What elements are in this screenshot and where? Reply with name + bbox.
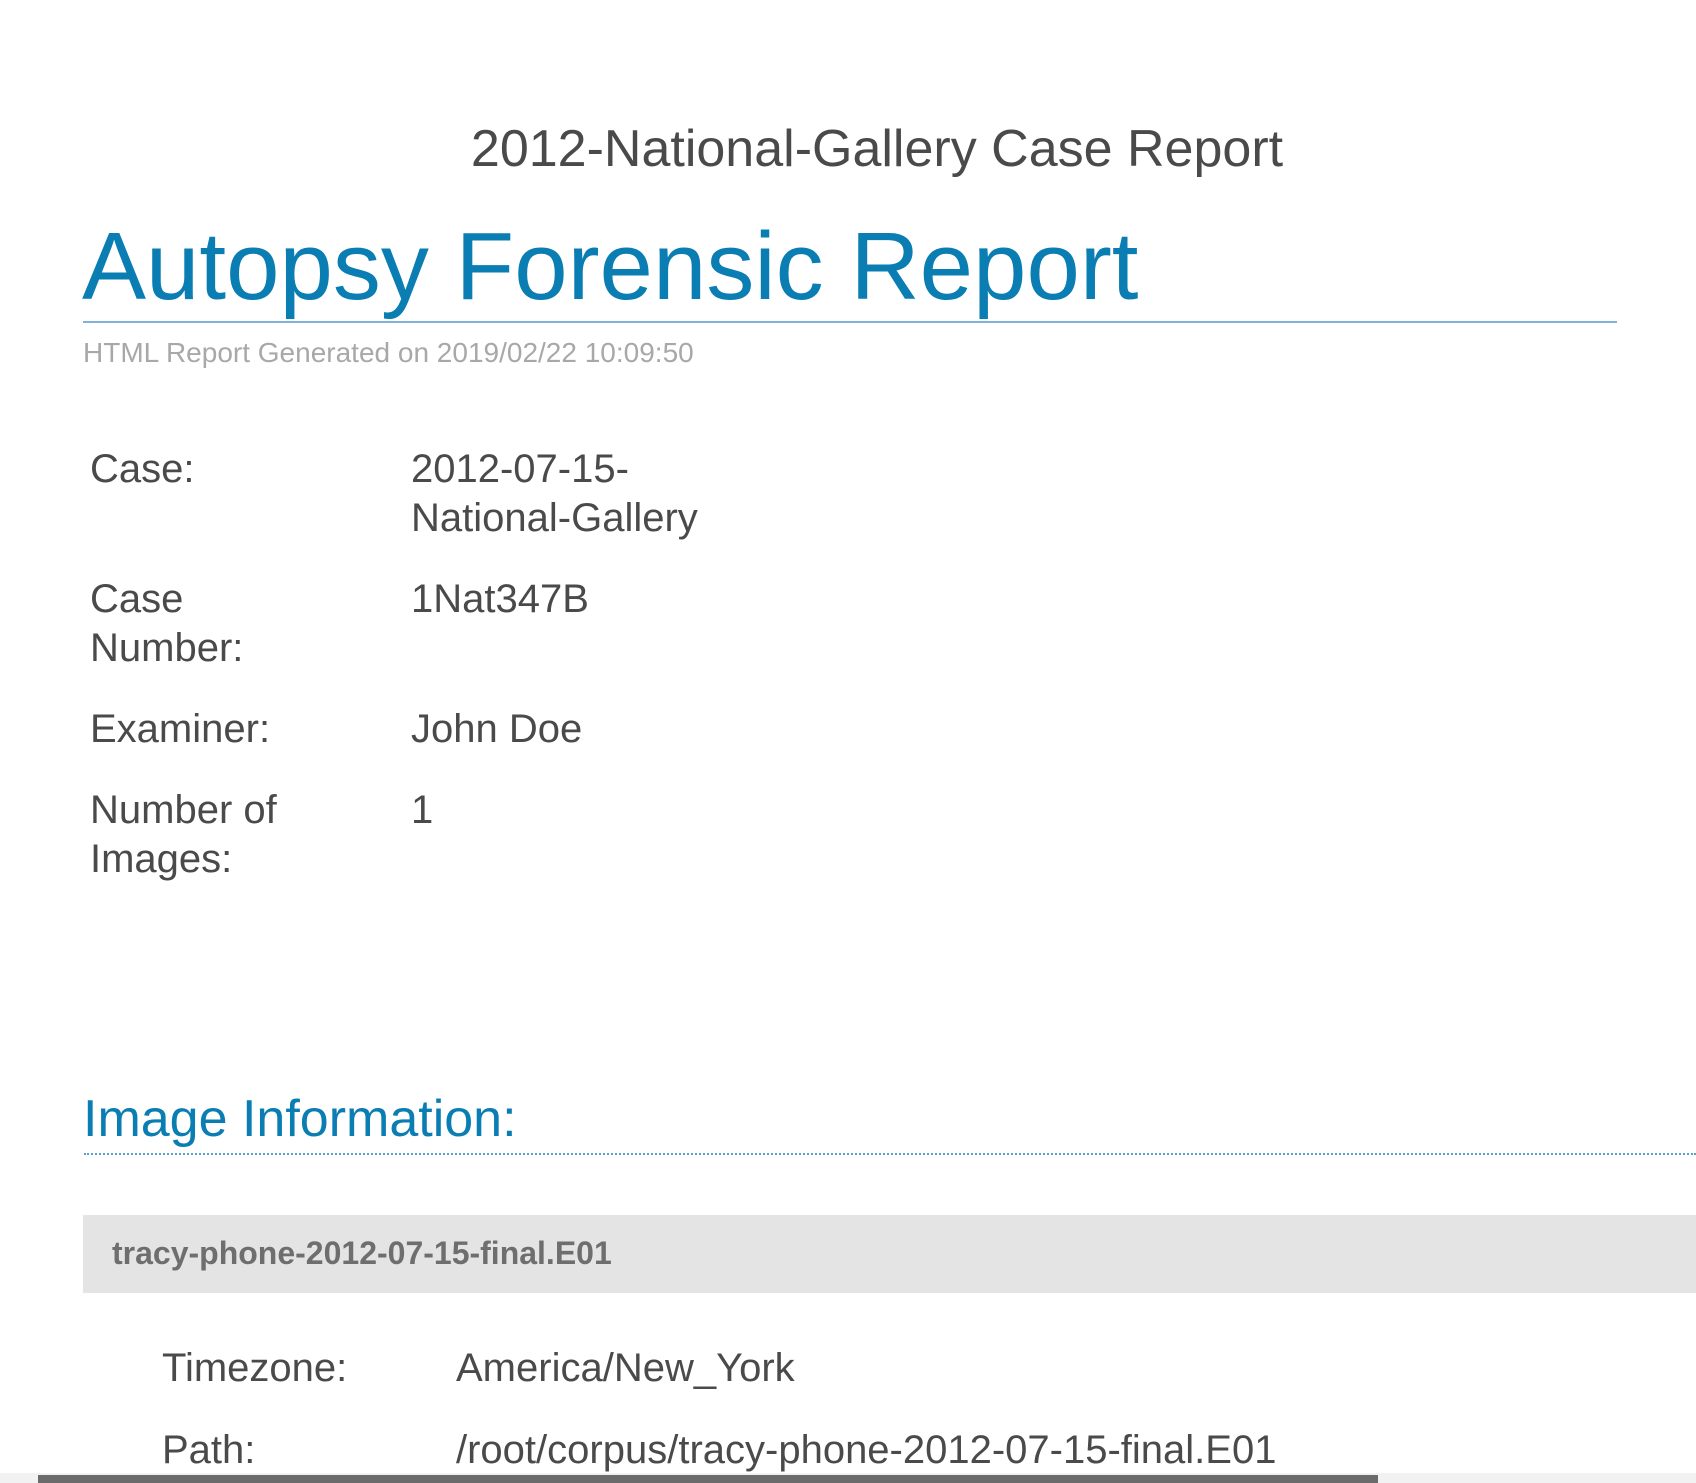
horizontal-scrollbar-thumb[interactable] (38, 1475, 1378, 1483)
image-information-heading: Image Information: (83, 1090, 517, 1148)
case-info-label: Examiner: (90, 707, 271, 751)
case-info-value: 2012-07-15-National-Gallery (411, 447, 698, 540)
generated-timestamp: HTML Report Generated on 2019/02/22 10:0… (83, 337, 694, 368)
page-title: Autopsy Forensic Report (82, 213, 1139, 320)
case-info-label: Number of Images: (90, 788, 277, 881)
image-detail-row-path: Path: /root/corpus/tracy-phone-2012-07-1… (162, 1425, 1276, 1475)
case-info-row-case: Case: 2012-07-15-National-Gallery (90, 445, 701, 543)
image-name-header: tracy-phone-2012-07-15-final.E01 (83, 1215, 1696, 1293)
image-detail-row-timezone: Timezone: America/New_York (162, 1343, 1276, 1393)
image-detail-label: Timezone: (162, 1346, 348, 1390)
case-info-table: Case: 2012-07-15-National-Gallery Case N… (90, 445, 701, 916)
section-divider (84, 1153, 1696, 1155)
case-info-row-examiner: Examiner: John Doe (90, 705, 701, 754)
image-name-label: tracy-phone-2012-07-15-final.E01 (112, 1235, 612, 1271)
case-info-value: John Doe (411, 707, 583, 751)
image-details-table: Timezone: America/New_York Path: /root/c… (162, 1343, 1276, 1483)
case-info-row-number-of-images: Number of Images: 1 (90, 786, 701, 884)
case-report-title: 2012-National-Gallery Case Report (470, 120, 1284, 178)
case-info-row-case-number: Case Number: 1Nat347B (90, 575, 701, 673)
case-info-value: 1Nat347B (411, 577, 589, 621)
case-info-value: 1 (411, 788, 434, 832)
image-detail-value: /root/corpus/tracy-phone-2012-07-15-fina… (456, 1428, 1277, 1472)
case-info-label: Case: (90, 447, 195, 491)
image-detail-value: America/New_York (456, 1346, 795, 1390)
title-divider (83, 321, 1617, 323)
image-detail-label: Path: (162, 1428, 256, 1472)
case-info-label: Case Number: (90, 577, 244, 670)
